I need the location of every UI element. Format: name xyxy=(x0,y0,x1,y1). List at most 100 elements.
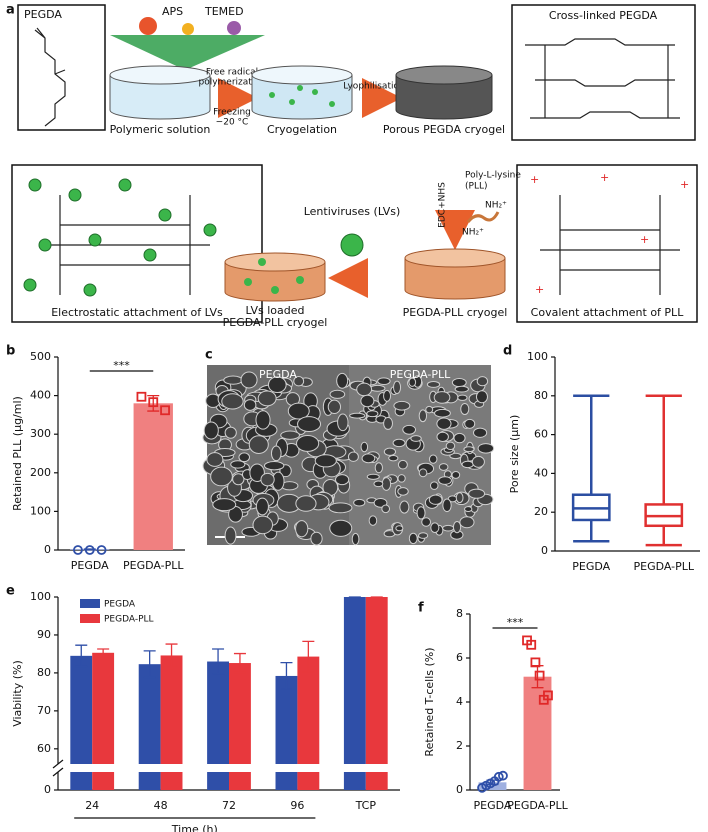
pore xyxy=(263,461,285,471)
pore xyxy=(418,468,428,478)
pore xyxy=(421,517,432,527)
x-tick-label: PEGDA-PLL xyxy=(633,560,694,573)
structure xyxy=(40,195,210,295)
svg-text:+: + xyxy=(535,283,544,296)
cylinder xyxy=(395,65,493,120)
bar xyxy=(275,675,298,764)
step-label: polymerization xyxy=(198,78,265,88)
cylinder xyxy=(224,252,326,302)
cylinder xyxy=(109,65,211,120)
pore xyxy=(337,413,349,432)
pore xyxy=(418,409,428,423)
pore xyxy=(249,463,265,483)
monomer-label: PEGDA xyxy=(24,8,62,21)
pore xyxy=(238,452,251,463)
amine-label: NH₂⁺ xyxy=(462,228,484,238)
funnel xyxy=(110,35,265,70)
data-point xyxy=(493,771,504,782)
pore xyxy=(296,435,320,452)
pore xyxy=(392,438,406,448)
error-bar xyxy=(531,665,544,689)
pore xyxy=(459,516,475,529)
pore xyxy=(329,389,346,399)
pore xyxy=(434,408,451,418)
bar xyxy=(160,772,183,790)
pore xyxy=(255,497,269,516)
charges: + + + + + xyxy=(530,171,689,296)
bar xyxy=(160,655,183,764)
pore xyxy=(428,454,438,464)
pore xyxy=(383,389,392,402)
pore xyxy=(410,435,422,442)
pore xyxy=(295,495,317,512)
pore xyxy=(471,455,485,468)
virus xyxy=(340,233,364,257)
reagent xyxy=(182,23,194,35)
pore xyxy=(460,403,470,416)
pore xyxy=(349,412,366,419)
error-bar xyxy=(147,394,160,412)
y-tick-label: 80 xyxy=(534,389,548,402)
pore xyxy=(438,463,449,471)
bar xyxy=(207,661,229,764)
pore xyxy=(464,418,476,429)
svg-text:+: + xyxy=(530,173,539,186)
y-axis-label: Pore size (µm) xyxy=(508,415,521,494)
pore xyxy=(473,427,488,438)
pore xyxy=(383,416,393,430)
svg-text:+: + xyxy=(600,171,609,184)
pore xyxy=(267,376,287,394)
pore xyxy=(260,472,275,487)
pore xyxy=(377,377,391,385)
pore xyxy=(374,462,383,474)
pore xyxy=(224,426,237,439)
pore xyxy=(461,460,474,469)
pore xyxy=(449,452,462,460)
bar xyxy=(297,656,320,764)
bar xyxy=(365,772,388,790)
pore xyxy=(368,515,378,526)
y-tick-label: 500 xyxy=(30,350,51,363)
pore xyxy=(397,474,406,483)
axis-break xyxy=(52,759,64,769)
legend-label: PEGDA-PLL xyxy=(104,615,154,625)
bar xyxy=(207,772,229,790)
x-axis-label: Time (h) xyxy=(171,823,218,832)
step-label: −20 °C xyxy=(216,118,249,128)
stage-label: PEGDA-PLL cryogel xyxy=(223,316,328,329)
y-tick-label: 0 xyxy=(541,544,548,557)
pore xyxy=(224,526,237,545)
viruses xyxy=(23,178,242,297)
pore xyxy=(295,520,309,538)
stage-label: Polymeric solution xyxy=(110,123,211,136)
y-tick-label: 90 xyxy=(37,628,51,641)
bar xyxy=(138,772,161,790)
pore xyxy=(477,443,495,454)
y-tick-label: 60 xyxy=(534,428,548,441)
svg-text:+: + xyxy=(680,178,689,191)
image-title: PEGDA xyxy=(259,368,297,381)
y-tick-label: 60 xyxy=(37,742,51,755)
pore xyxy=(327,399,342,414)
reagent xyxy=(139,17,157,35)
y-tick-label: 0 xyxy=(44,783,51,796)
error-bar xyxy=(212,648,225,675)
pore xyxy=(430,481,439,490)
x-tick-label: 24 xyxy=(85,799,99,812)
pore xyxy=(366,410,379,418)
y-tick-label: 8 xyxy=(456,607,463,620)
y-axis-label: Retained T-cells (%) xyxy=(423,647,436,756)
cylinder xyxy=(404,248,506,300)
error-bar xyxy=(280,662,293,690)
y-tick-label: 6 xyxy=(456,651,463,664)
y-tick-label: 0 xyxy=(44,543,51,556)
bar xyxy=(275,772,298,790)
pore xyxy=(314,454,337,468)
y-tick-label: 100 xyxy=(527,350,548,363)
pore xyxy=(418,532,429,539)
pore xyxy=(360,394,375,408)
pore xyxy=(212,498,237,512)
pore xyxy=(255,410,271,430)
bar xyxy=(343,597,366,764)
pore xyxy=(426,381,441,388)
